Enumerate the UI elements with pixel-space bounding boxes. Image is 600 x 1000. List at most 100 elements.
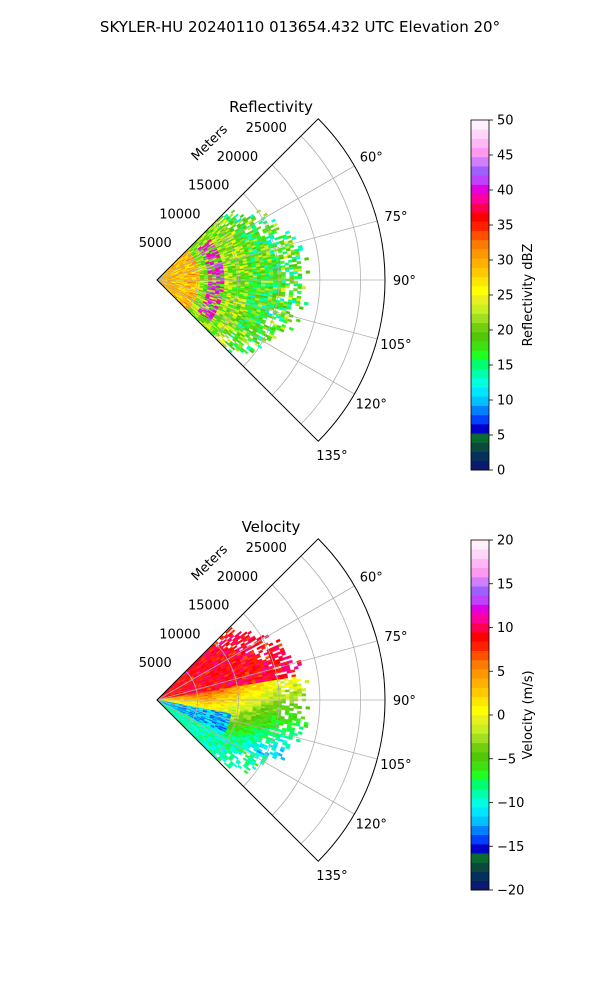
range-gate-cell (283, 721, 289, 725)
range-gate-cell (284, 684, 290, 688)
range-gate-cell (261, 700, 266, 703)
range-gate-cell (271, 335, 278, 340)
azimuth-tick-label: 75° (384, 210, 407, 225)
range-gate-cell (291, 722, 297, 726)
range-gate-cell (252, 280, 258, 283)
radar-field (158, 626, 311, 775)
range-gate-cell (230, 209, 236, 214)
range-gate-cell (269, 272, 274, 276)
range-gate-cell (298, 726, 304, 730)
range-gate-cell (285, 285, 290, 289)
range-gate-cell (252, 700, 258, 703)
range-gate-cell (265, 700, 270, 704)
range-gate-cell (281, 696, 286, 700)
range-gate-cell (297, 268, 302, 272)
range-gate-cell (293, 703, 298, 707)
range-gate-cell (303, 724, 309, 729)
range-gate-cell (297, 731, 303, 735)
colorbar-swatch (471, 414, 489, 425)
range-gate-cell (303, 301, 309, 306)
range-gate-cell (293, 688, 298, 692)
range-gate-cell (270, 218, 276, 223)
colorbar-swatch (471, 248, 489, 259)
range-gate-cell (293, 705, 298, 709)
range-gate-cell (260, 693, 266, 696)
range-gate-cell (277, 752, 283, 757)
range-gate-cell (269, 276, 274, 280)
range-gate-cell (251, 217, 257, 222)
range-gate-cell (277, 643, 283, 648)
azimuth-tick-label: 135° (316, 449, 347, 464)
range-gate-cell (269, 702, 274, 706)
range-gate-cell (252, 695, 258, 698)
colorbar-swatch (471, 304, 489, 314)
range-gate-cell (271, 230, 277, 235)
range-gate-cell (240, 696, 246, 698)
range-gate-cell (297, 690, 302, 695)
range-gate-cell (297, 705, 302, 710)
colorbar-swatch (471, 396, 489, 406)
range-gate-cell (261, 280, 266, 283)
range-gate-cell (281, 700, 286, 704)
range-gate-cell (230, 629, 236, 634)
range-gate-cell (296, 260, 302, 265)
reflectivity-panel: Reflectivity60°75°90°105°120°135°5000100… (139, 98, 536, 479)
range-gate-cell (293, 288, 298, 292)
range-gate-cell (244, 280, 250, 283)
range-gate-cell (297, 273, 303, 277)
range-gate-cell (274, 226, 280, 231)
range-gate-cell (261, 277, 266, 280)
range-gate-cell (265, 702, 270, 706)
range-gate-cell (289, 696, 294, 699)
colorbar-swatch (471, 212, 489, 222)
range-gate-cell (288, 686, 294, 690)
range-gate-cell (237, 630, 242, 636)
range-gate-cell (239, 213, 245, 219)
range-gate-cell (273, 692, 278, 696)
range-gate-cell (264, 272, 270, 276)
colorbar-tick-label: 25 (497, 289, 514, 304)
colorbar-tick-label: 0 (497, 464, 505, 479)
range-gate-cell (244, 341, 250, 346)
range-gate-cell (295, 723, 301, 727)
range-gate-cell (280, 685, 286, 689)
range-gate-cell (273, 696, 278, 700)
range-gate-cell (273, 272, 278, 276)
range-gate-cell (228, 277, 233, 280)
range-gate-cell (248, 275, 254, 278)
colorbar-tick-label: 20 (497, 324, 514, 339)
colorbar-swatch (471, 341, 489, 351)
range-gate-cell (222, 638, 228, 644)
colorbar-swatch (471, 156, 489, 167)
colorbar-swatch (471, 405, 489, 416)
range-gate-cell (244, 697, 250, 700)
range-gate-cell (256, 275, 262, 278)
range-gate-cell (281, 707, 286, 711)
range-gate-cell (285, 283, 290, 286)
colorbar-tick-label: 15 (497, 359, 514, 374)
velocity-panel: Velocity60°75°90°105°120°135°50001000015… (139, 518, 536, 899)
range-tick-label: 10000 (159, 207, 200, 222)
range-gate-cell (283, 677, 289, 682)
range-gate-cell (281, 274, 286, 277)
colorbar-label: Reflectivity dBZ (521, 244, 536, 347)
range-gate-cell (293, 268, 298, 272)
range-gate-cell (248, 277, 254, 280)
range-gate-cell (293, 276, 299, 279)
range-gate-cell (297, 710, 302, 715)
range-gate-cell (275, 241, 281, 245)
range-gate-cell (275, 638, 281, 644)
azimuth-tick-label: 120° (356, 398, 387, 413)
range-gate-cell (248, 697, 254, 700)
range-gate-cell (244, 275, 250, 278)
colorbar-tick-label: 10 (497, 394, 514, 409)
range-gate-cell (281, 246, 287, 251)
range-gate-cell (281, 689, 286, 693)
colorbar-swatch (471, 147, 489, 158)
range-gate-cell (256, 277, 262, 280)
range-gate-cell (256, 280, 262, 283)
range-gate-cell (230, 346, 236, 351)
range-gate-cell (273, 694, 278, 698)
range-gate-cell (285, 269, 290, 273)
range-tick-label: 20000 (217, 150, 258, 165)
